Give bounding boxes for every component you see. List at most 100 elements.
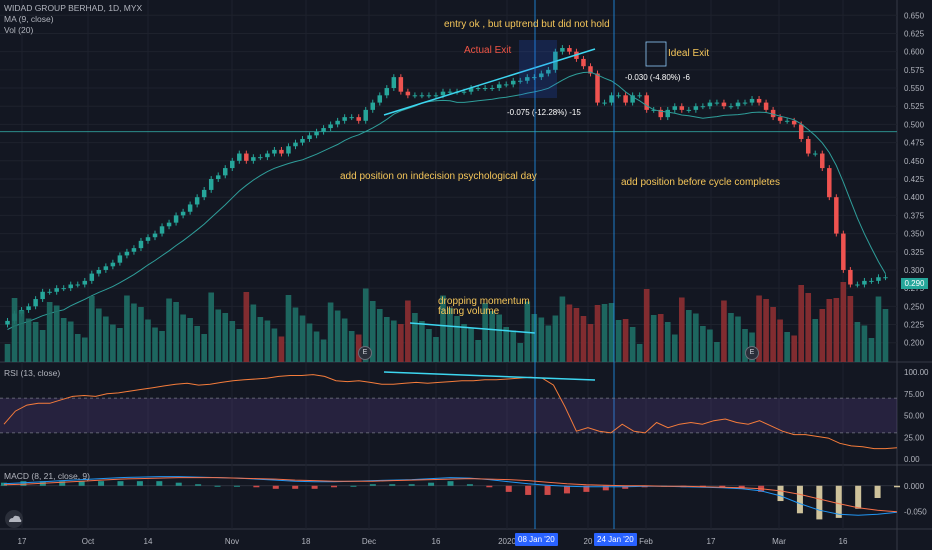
earnings-badge[interactable]: E <box>358 346 372 360</box>
volume-bar <box>376 309 383 362</box>
volume-bar <box>32 322 39 362</box>
candle <box>286 146 291 154</box>
candle <box>314 131 319 136</box>
candle <box>237 153 242 161</box>
candle <box>798 124 804 139</box>
volume-bar <box>39 330 46 362</box>
candle <box>272 149 277 154</box>
volume-bar <box>292 307 299 362</box>
macd-histogram-bar <box>98 481 105 486</box>
volume-bar <box>53 305 60 362</box>
volume-bar <box>791 335 797 362</box>
y-tick-label: 0.525 <box>904 102 925 111</box>
volume-bar <box>601 304 608 362</box>
candle <box>440 91 446 96</box>
candle <box>841 233 846 270</box>
macd-histogram-bar <box>796 485 803 514</box>
candle <box>117 255 123 263</box>
volume-bar <box>531 314 538 362</box>
candle <box>349 117 354 119</box>
candle <box>784 120 790 122</box>
candle <box>159 226 165 234</box>
volume-bar <box>819 309 826 362</box>
volume-bar <box>868 338 875 362</box>
rsi-tick-label: 50.00 <box>904 412 925 421</box>
volume-bar <box>138 307 144 362</box>
volume-bar <box>721 300 727 362</box>
volume-bar <box>686 310 692 362</box>
macd-histogram-bar <box>408 484 415 486</box>
candle <box>251 157 256 161</box>
candle <box>145 237 151 241</box>
volume-bar <box>517 343 524 362</box>
candle <box>124 251 130 256</box>
volume-bar <box>545 325 552 362</box>
candle <box>777 117 783 121</box>
volume-bar <box>805 293 812 362</box>
macd-histogram-bar <box>447 481 454 486</box>
y-tick-label: 0.375 <box>904 211 925 220</box>
volume-bar <box>369 301 376 362</box>
macd-histogram-bar <box>855 485 862 509</box>
candle <box>693 106 699 110</box>
candle <box>791 120 797 125</box>
candle <box>546 69 551 74</box>
candle <box>223 168 228 176</box>
candle <box>700 106 706 108</box>
rsi-line <box>3 374 898 450</box>
candle <box>876 277 881 281</box>
candle <box>321 128 326 132</box>
volume-bar <box>426 329 432 362</box>
rsi-band <box>0 398 897 433</box>
macd-histogram-bar <box>195 484 202 486</box>
volume-bar <box>215 309 222 362</box>
date-flag-exit: 08 Jan '20 <box>515 533 558 546</box>
candle <box>54 288 59 292</box>
rsi-tick-label: 25.00 <box>904 433 925 442</box>
earnings-badge[interactable]: E <box>745 346 759 360</box>
volume-bar <box>222 313 229 362</box>
candle <box>518 80 523 82</box>
volume-bar <box>166 298 172 362</box>
candle <box>827 168 832 198</box>
candle <box>813 153 818 155</box>
candle <box>525 77 530 81</box>
y-tick-label: 0.350 <box>904 230 925 239</box>
macd-histogram-bar <box>214 485 221 487</box>
candle <box>510 80 516 85</box>
candle <box>686 109 692 111</box>
measure-actual-label: -0.075 (-12.28%) -15 <box>507 108 581 117</box>
candle <box>805 138 811 154</box>
volume-bar <box>271 328 278 362</box>
candle <box>735 102 741 107</box>
y-tick-label: 0.325 <box>904 248 925 257</box>
macd-histogram-bar <box>331 485 338 488</box>
volume-bar <box>11 298 18 362</box>
cycle-annotation: add position before cycle completes <box>621 177 780 188</box>
candle <box>370 102 375 110</box>
candle <box>447 91 453 93</box>
candle <box>539 73 544 78</box>
candle <box>707 102 713 107</box>
candle <box>496 84 502 89</box>
volume-bar <box>496 314 502 362</box>
volume-bar <box>461 324 467 362</box>
x-tick-label: 18 <box>302 537 311 546</box>
volume-bar <box>348 331 355 362</box>
candle <box>728 106 734 108</box>
rsi-tick-label: 100.00 <box>904 368 929 377</box>
macd-legend: MACD (8, 21, close, 9) <box>4 471 90 481</box>
y-tick-label: 0.250 <box>904 302 925 311</box>
macd-histogram-bar <box>78 481 85 486</box>
candle <box>567 48 572 52</box>
macd-histogram-bar <box>816 485 823 520</box>
macd-histogram-bar <box>428 482 435 486</box>
volume-bar <box>229 321 236 362</box>
macd-histogram-bar <box>719 485 726 488</box>
tradingview-logo[interactable] <box>5 510 23 528</box>
y-tick-label: 0.650 <box>904 11 925 20</box>
x-tick-label: Mar <box>772 537 786 546</box>
macd-histogram-bar <box>486 485 493 488</box>
volume-bar <box>173 302 179 362</box>
